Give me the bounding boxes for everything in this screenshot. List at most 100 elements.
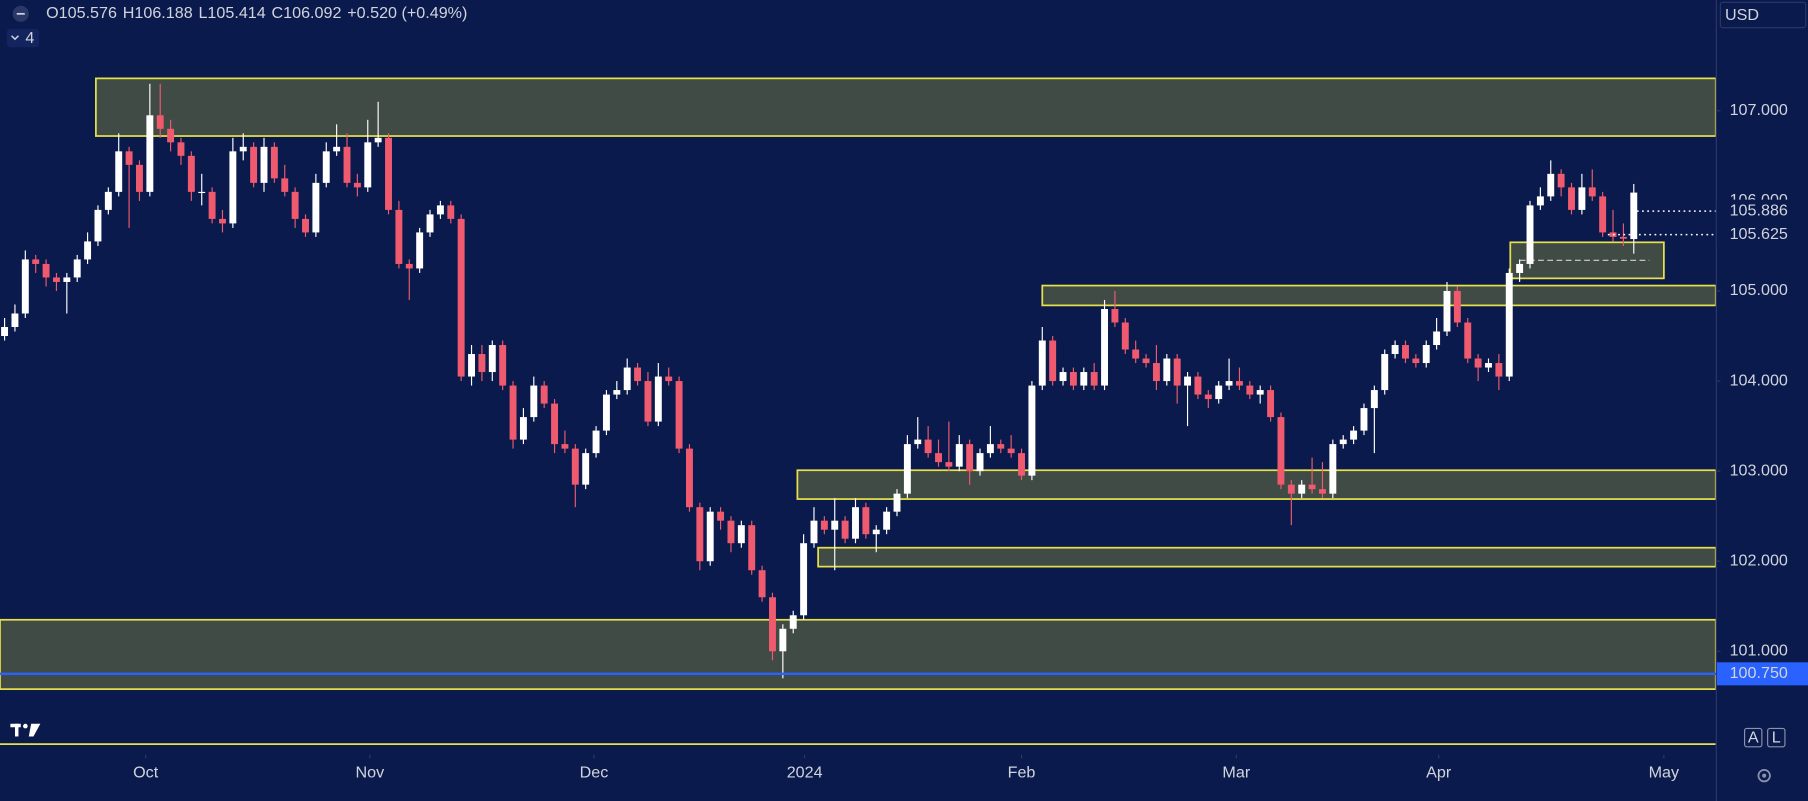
- logo-part: [14, 723, 19, 737]
- candle-body: [281, 178, 289, 192]
- candle-body: [748, 525, 756, 571]
- candle-body: [883, 511, 891, 530]
- candle-body: [52, 277, 60, 282]
- candle-body: [125, 151, 133, 165]
- candle-body: [893, 493, 901, 512]
- candle-body: [1630, 192, 1638, 240]
- close: C106.092: [272, 4, 342, 22]
- candle-body: [1246, 385, 1254, 395]
- auto-scale-label: A: [1748, 728, 1759, 746]
- price-label-box: [1716, 662, 1808, 686]
- y-tick-label: 101.000: [1730, 642, 1788, 660]
- candle-body: [540, 385, 548, 404]
- candle-body: [1142, 358, 1150, 364]
- indicators-toggle[interactable]: [6, 28, 40, 48]
- candle-body: [592, 430, 600, 454]
- candle-body: [519, 417, 527, 440]
- x-tick-label: Dec: [580, 764, 609, 782]
- candle-body: [810, 520, 818, 544]
- candle-body: [717, 511, 725, 521]
- candle-body: [374, 137, 382, 143]
- y-tick-label: 107.000: [1730, 101, 1788, 119]
- candle-body: [1308, 484, 1316, 490]
- x-tick-label: Nov: [355, 764, 384, 782]
- candle-body: [685, 448, 693, 508]
- plot-area: [0, 77, 1717, 745]
- candle-body: [270, 146, 278, 179]
- candle-body: [1194, 376, 1202, 395]
- candle-body: [488, 345, 496, 373]
- axis-layer: 101.000102.000103.000104.000105.000106.0…: [133, 101, 1808, 782]
- candle-body: [104, 191, 112, 210]
- candle-body: [468, 354, 475, 377]
- candle-body: [903, 444, 911, 494]
- candle-body: [654, 376, 662, 422]
- candle-body: [1267, 390, 1275, 418]
- candle-body: [1059, 372, 1067, 382]
- price-label: 105.625: [1730, 225, 1788, 243]
- candle-body: [955, 444, 963, 467]
- candle-body: [1619, 236, 1627, 239]
- candle-body: [1080, 372, 1088, 386]
- auto-scale-button[interactable]: [1744, 727, 1763, 748]
- candle-body: [1588, 187, 1596, 197]
- candle-body: [1163, 358, 1171, 382]
- candle-body: [737, 525, 745, 544]
- candle-body: [613, 390, 621, 395]
- candle-body: [1152, 363, 1160, 382]
- zone: [95, 77, 1717, 137]
- candle-body: [1256, 390, 1264, 395]
- settings-icon[interactable]: [1757, 769, 1771, 783]
- candle-body: [1557, 173, 1565, 188]
- candle-body: [457, 218, 465, 377]
- candle-body: [1433, 331, 1441, 346]
- candle-body: [530, 385, 538, 418]
- candle-body: [644, 381, 652, 422]
- candle-body: [63, 277, 71, 282]
- logo: [10, 723, 41, 737]
- candle-body: [385, 137, 392, 210]
- candle-body: [1319, 489, 1326, 494]
- low: L105.414: [198, 4, 265, 22]
- candle-body: [167, 128, 175, 143]
- candle-body: [582, 453, 590, 485]
- zone: [796, 469, 1717, 500]
- candle-body: [1381, 354, 1389, 391]
- candle-body: [1049, 340, 1057, 382]
- chevron-icon: [11, 35, 19, 41]
- candle-body: [1173, 358, 1181, 386]
- candle-body: [136, 164, 143, 192]
- candle-body: [997, 444, 1005, 449]
- candle-body: [73, 259, 81, 278]
- open: O105.576: [46, 4, 117, 22]
- log-scale-button[interactable]: [1767, 727, 1786, 748]
- candle-body: [1485, 363, 1492, 368]
- candle-body: [156, 115, 164, 129]
- high: H106.188: [123, 4, 193, 22]
- candle-body: [395, 209, 403, 264]
- log-scale-label: L: [1772, 728, 1781, 746]
- currency-box[interactable]: [1719, 1, 1807, 29]
- candle-body: [302, 218, 309, 233]
- candle-body: [1474, 358, 1482, 368]
- candle-body: [405, 263, 413, 269]
- candle-body: [1599, 196, 1607, 233]
- zone: [817, 546, 1717, 568]
- settings-icon-center: [1762, 773, 1767, 778]
- candle-body: [509, 385, 517, 440]
- candle-body: [945, 462, 953, 467]
- candle-body: [602, 394, 610, 431]
- y-tick-label: 102.000: [1730, 551, 1788, 569]
- candle-body: [1329, 444, 1337, 494]
- candle-body: [706, 511, 714, 562]
- candle-body: [551, 403, 559, 445]
- change: +0.520 (+0.49%): [347, 4, 467, 22]
- candle-body: [42, 263, 50, 278]
- candle-body: [364, 142, 372, 188]
- candle-body: [1038, 340, 1046, 386]
- candle-body: [187, 155, 195, 192]
- candle-body: [1578, 187, 1586, 210]
- candle-body: [219, 218, 226, 224]
